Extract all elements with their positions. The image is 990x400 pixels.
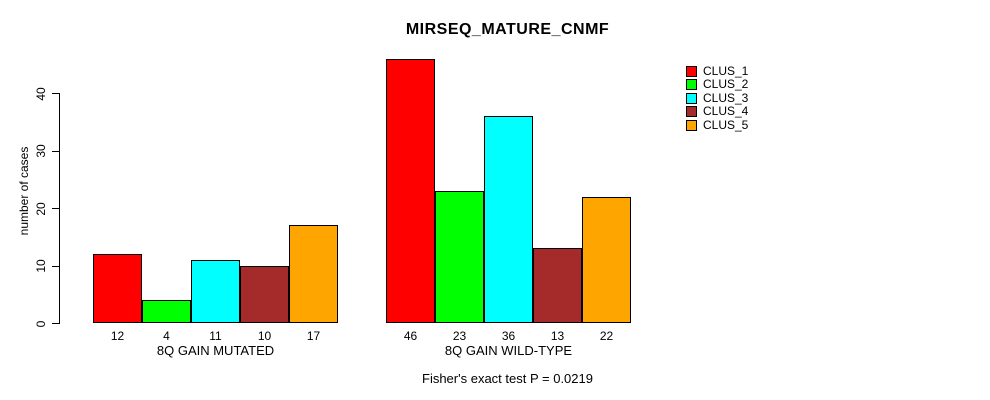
bar-clus_5-group1 xyxy=(289,225,338,323)
bar-value-label: 10 xyxy=(257,329,272,343)
y-axis-label: number of cases xyxy=(17,146,31,236)
legend-label: CLUS_1 xyxy=(703,64,749,78)
bar-clus_2-group1 xyxy=(142,300,191,323)
bar-clus_2-group2 xyxy=(435,190,484,323)
bar-value-label: 17 xyxy=(306,329,321,343)
legend-label: CLUS_5 xyxy=(703,117,749,132)
y-axis-tick xyxy=(52,265,59,267)
y-axis-tick-label: 10 xyxy=(34,259,48,273)
y-axis-tick-label: 0 xyxy=(34,320,48,327)
legend-swatch xyxy=(686,92,697,104)
bar-value-label: 36 xyxy=(501,329,516,343)
bar-clus_4-group2 xyxy=(533,248,582,323)
bar-value-label: 23 xyxy=(452,329,467,343)
y-axis-tick-label: 40 xyxy=(34,86,48,101)
bar-clus_1-group1 xyxy=(93,254,142,323)
bar-value-label: 4 xyxy=(163,329,170,343)
chart-title: MIRSEQ_MATURE_CNMF xyxy=(405,21,610,38)
legend-item: CLUS_5 xyxy=(686,117,749,132)
legend: CLUS_1 CLUS_2 CLUS_3 CLUS_4 CLUS_5 xyxy=(686,64,749,133)
x-group-label: 8Q GAIN MUTATED xyxy=(156,343,275,358)
y-axis-tick xyxy=(52,150,59,152)
x-group-label: 8Q GAIN WILD-TYPE xyxy=(444,343,573,358)
legend-label: CLUS_3 xyxy=(703,90,749,105)
bar-clus_5-group2 xyxy=(582,196,631,323)
legend-item: CLUS_2 xyxy=(686,77,749,92)
legend-item: CLUS_3 xyxy=(686,90,749,105)
y-axis-line xyxy=(59,93,60,324)
bar-value-label: 12 xyxy=(110,329,125,343)
legend-item: CLUS_1 xyxy=(686,64,749,78)
legend-label: CLUS_2 xyxy=(703,77,749,92)
y-axis-tick xyxy=(52,93,59,94)
bar-clus_3-group2 xyxy=(484,116,533,323)
bar-value-label: 22 xyxy=(599,329,614,343)
bar-value-label: 11 xyxy=(209,329,222,343)
legend-label: CLUS_4 xyxy=(703,104,749,119)
bar-clus_3-group1 xyxy=(191,259,240,323)
legend-swatch xyxy=(686,79,697,91)
y-axis-tick xyxy=(52,208,59,209)
legend-swatch xyxy=(686,119,697,131)
bar-clus_1-group2 xyxy=(386,58,435,323)
legend-swatch xyxy=(686,106,697,118)
y-axis-tick-label: 20 xyxy=(34,201,48,216)
legend-swatch xyxy=(686,66,697,77)
y-axis-tick-label: 30 xyxy=(34,144,48,158)
annotation-text: Fisher's exact test P = 0.0219 xyxy=(422,371,593,386)
bar-value-label: 46 xyxy=(403,329,418,343)
y-axis-tick xyxy=(52,323,59,324)
bar-value-label: 13 xyxy=(550,329,565,343)
bar-clus_4-group1 xyxy=(240,265,289,323)
legend-item: CLUS_4 xyxy=(686,104,749,119)
